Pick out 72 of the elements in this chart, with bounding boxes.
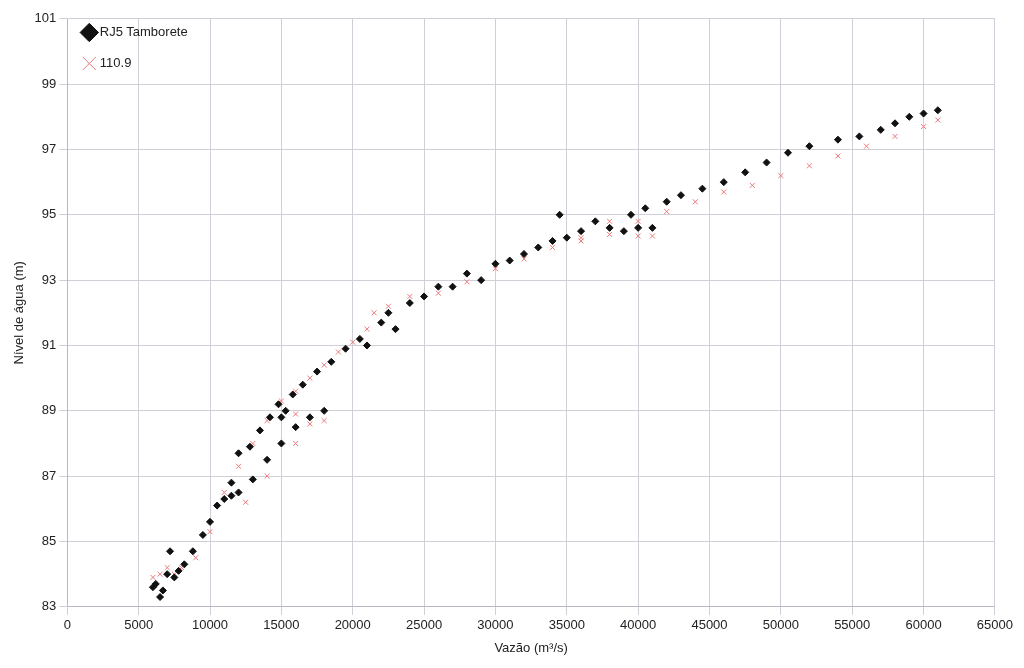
point: [749, 182, 756, 189]
legend-label: RJ5 Tamborete: [99, 24, 188, 40]
point: [720, 188, 727, 195]
point: [606, 231, 613, 238]
point: [777, 172, 784, 179]
x-tick-label: 30000: [477, 617, 514, 633]
y-tick-label: 99: [41, 75, 57, 91]
point: [149, 574, 156, 581]
point: [292, 388, 299, 395]
point: [371, 309, 378, 316]
x-tick-label: 40000: [620, 617, 657, 633]
y-tick-label: 89: [41, 402, 57, 418]
point: [321, 417, 328, 424]
point: [278, 398, 285, 404]
point: [157, 571, 164, 578]
y-tick-label: 87: [41, 467, 57, 483]
x-tick-label: 55000: [834, 617, 871, 633]
y-tick-label: 95: [41, 206, 57, 222]
legend-label: 110.9: [99, 55, 132, 71]
point: [306, 375, 313, 382]
point: [321, 362, 328, 369]
point: [920, 123, 927, 130]
point: [892, 133, 898, 140]
point: [306, 420, 313, 427]
y-tick-label: 97: [41, 141, 57, 157]
x-tick-label: 50000: [762, 617, 799, 633]
point: [364, 326, 370, 333]
point: [934, 117, 941, 124]
point: [663, 208, 670, 215]
point: [249, 440, 256, 447]
x-tick-label: 0: [63, 617, 71, 633]
point: [606, 218, 613, 225]
point: [385, 303, 392, 310]
point: [207, 528, 213, 535]
point: [164, 564, 171, 571]
point: [435, 290, 442, 297]
point: [863, 143, 870, 150]
x-axis-title: Vazão (m³/s): [494, 639, 568, 655]
x-tick-label: 60000: [905, 617, 942, 633]
x-tick-label: 25000: [405, 617, 443, 633]
y-axis-title: Nível de água (m): [11, 261, 27, 365]
point: [349, 339, 356, 346]
point: [692, 198, 699, 205]
x-tick-label: 20000: [334, 617, 371, 633]
point: [806, 162, 813, 169]
x-tick-label: 35000: [548, 617, 585, 633]
x-tick-label: 5000: [124, 617, 154, 633]
point: [242, 499, 249, 506]
x-tick-label: 65000: [976, 617, 1013, 633]
point: [264, 473, 271, 480]
y-tick-label: 101: [34, 10, 57, 26]
point: [292, 440, 299, 447]
point: [492, 265, 499, 272]
point: [221, 489, 228, 496]
y-tick-label: 91: [41, 337, 57, 353]
point: [635, 233, 642, 240]
x-tick-label: 15000: [263, 617, 300, 633]
y-tick-label: 85: [41, 533, 57, 549]
x-tick-label: 10000: [191, 617, 229, 633]
point: [463, 278, 470, 285]
x-tick-label: 45000: [691, 617, 728, 633]
point: [521, 255, 527, 262]
point: [649, 233, 656, 240]
point: [235, 463, 242, 470]
point: [264, 417, 271, 424]
point: [192, 554, 199, 561]
point: [635, 218, 642, 225]
point: [292, 411, 299, 418]
point: [406, 293, 413, 300]
y-tick-label: 93: [41, 271, 57, 287]
y-tick-label: 83: [41, 598, 57, 614]
point: [335, 349, 342, 355]
